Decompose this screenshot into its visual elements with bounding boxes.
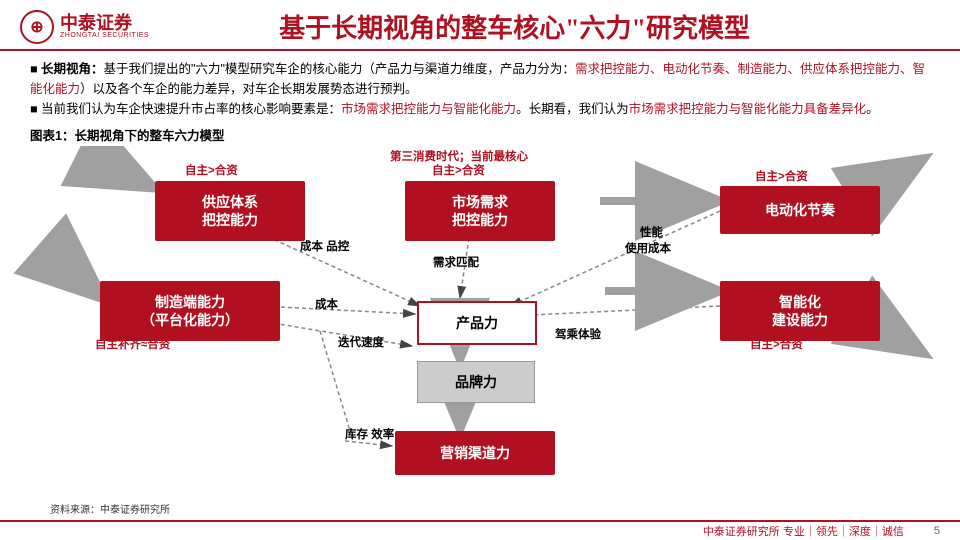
node-smart: 智能化 建设能力 (720, 281, 880, 341)
edge-e5: 成本 (315, 296, 338, 312)
node-sales: 营销渠道力 (395, 431, 555, 475)
page-number: 5 (934, 525, 940, 537)
edge-e3: 性能 (640, 224, 663, 240)
node-market: 市场需求 把控能力 (405, 181, 555, 241)
annot-smart: 自主>合资 (750, 336, 803, 352)
edge-e4: 使用成本 (625, 240, 671, 256)
annot-market2: 自主>合资 (432, 162, 485, 178)
edge-e2: 需求匹配 (433, 254, 479, 270)
logo-icon: ⊕ (20, 10, 54, 44)
p2-red1: 市场需求把控能力与智能化能力 (341, 102, 516, 116)
p1-b: ）以及各个车企的能力差异，对车企长期发展势态进行预判。 (80, 82, 418, 96)
source-text: 资料来源：中泰证券研究所 (50, 501, 170, 516)
node-ev: 电动化节奏 (720, 186, 880, 234)
edge-e8: 库存 效率 (345, 426, 394, 442)
footer: 中泰证券研究所 专业｜领先｜深度｜诚信 5 (0, 520, 960, 540)
page-title: 基于长期视角的整车核心"六力"研究模型 (89, 8, 940, 45)
annot-supply: 自主>合资 (185, 162, 238, 178)
p1-bold: 长期视角： (41, 62, 104, 76)
node-mfg: 制造端能力 （平台化能力） (100, 281, 280, 341)
node-brand: 品牌力 (417, 361, 535, 403)
p2-c: 。 (866, 102, 879, 116)
annot-ev: 自主>合资 (755, 168, 808, 184)
node-supply: 供应体系 把控能力 (155, 181, 305, 241)
p2-b: 。长期看，我们认为 (516, 102, 629, 116)
p2-red2: 市场需求把控能力与智能化能力具备差异化 (629, 102, 867, 116)
edge-e1: 成本 品控 (300, 238, 349, 254)
p1-a: 基于我们提出的"六力"模型研究车企的核心能力（产品力与渠道力维度，产品力分为： (104, 62, 575, 76)
body-text: ■ 长期视角：基于我们提出的"六力"模型研究车企的核心能力（产品力与渠道力维度，… (0, 51, 960, 123)
chart-title: 图表1：长期视角下的整车六力模型 (0, 123, 960, 146)
edge-e7: 驾乘体验 (555, 326, 601, 342)
diagram: 供应体系 把控能力 市场需求 把控能力 电动化节奏 制造端能力 （平台化能力） … (0, 146, 960, 496)
header: ⊕ 中泰证券 ZHONGTAI SECURITIES 基于长期视角的整车核心"六… (0, 0, 960, 51)
edge-e6: 迭代速度 (338, 334, 384, 350)
footer-text: 中泰证券研究所 专业｜领先｜深度｜诚信 (703, 523, 904, 539)
node-product: 产品力 (417, 301, 537, 345)
annot-mfg: 自主补齐≈合资 (95, 336, 170, 352)
p2-a: 当前我们认为车企快速提升市占率的核心影响要素是： (41, 102, 341, 116)
